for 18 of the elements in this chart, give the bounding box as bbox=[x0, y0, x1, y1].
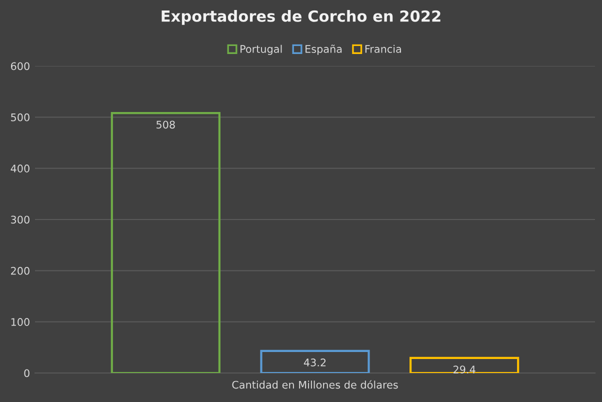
data-label: 29.4 bbox=[454, 366, 476, 374]
y-tick-label: 400 bbox=[10, 164, 30, 172]
y-tick-label: 200 bbox=[11, 266, 30, 275]
legend-label: España bbox=[306, 44, 342, 55]
y-tick-label: 600 bbox=[10, 62, 30, 70]
legend-label: Portugal bbox=[240, 44, 282, 55]
y-tick-label: 0 bbox=[24, 369, 30, 378]
y-tick-label: 500 bbox=[11, 113, 30, 122]
bar bbox=[410, 356, 520, 373]
chart-title: Exportadores de Corcho en 2022 bbox=[162, 10, 440, 25]
y-tick-label: 300 bbox=[11, 216, 30, 224]
legend-label: Francia bbox=[365, 44, 401, 53]
data-label: 508 bbox=[156, 120, 175, 129]
data-label: 43.2 bbox=[304, 358, 326, 366]
x-axis-title: Cantidad en Millones de dólares bbox=[232, 380, 398, 389]
bar bbox=[260, 350, 370, 373]
bar bbox=[110, 112, 220, 373]
y-tick-label: 100 bbox=[11, 318, 30, 326]
